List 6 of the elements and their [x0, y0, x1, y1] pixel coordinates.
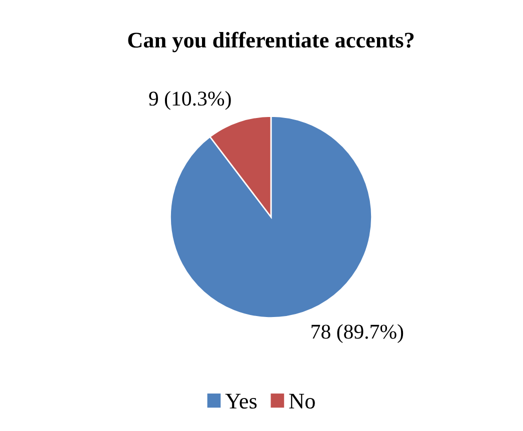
data-label: 9 (10.3%) — [149, 91, 231, 110]
chart-title: Can you differentiate accents? — [128, 32, 414, 52]
legend-label: No — [289, 394, 315, 409]
data-label: 78 (89.7%) — [312, 324, 404, 343]
pie-slice — [170, 116, 372, 318]
legend-label: Yes — [225, 394, 257, 409]
